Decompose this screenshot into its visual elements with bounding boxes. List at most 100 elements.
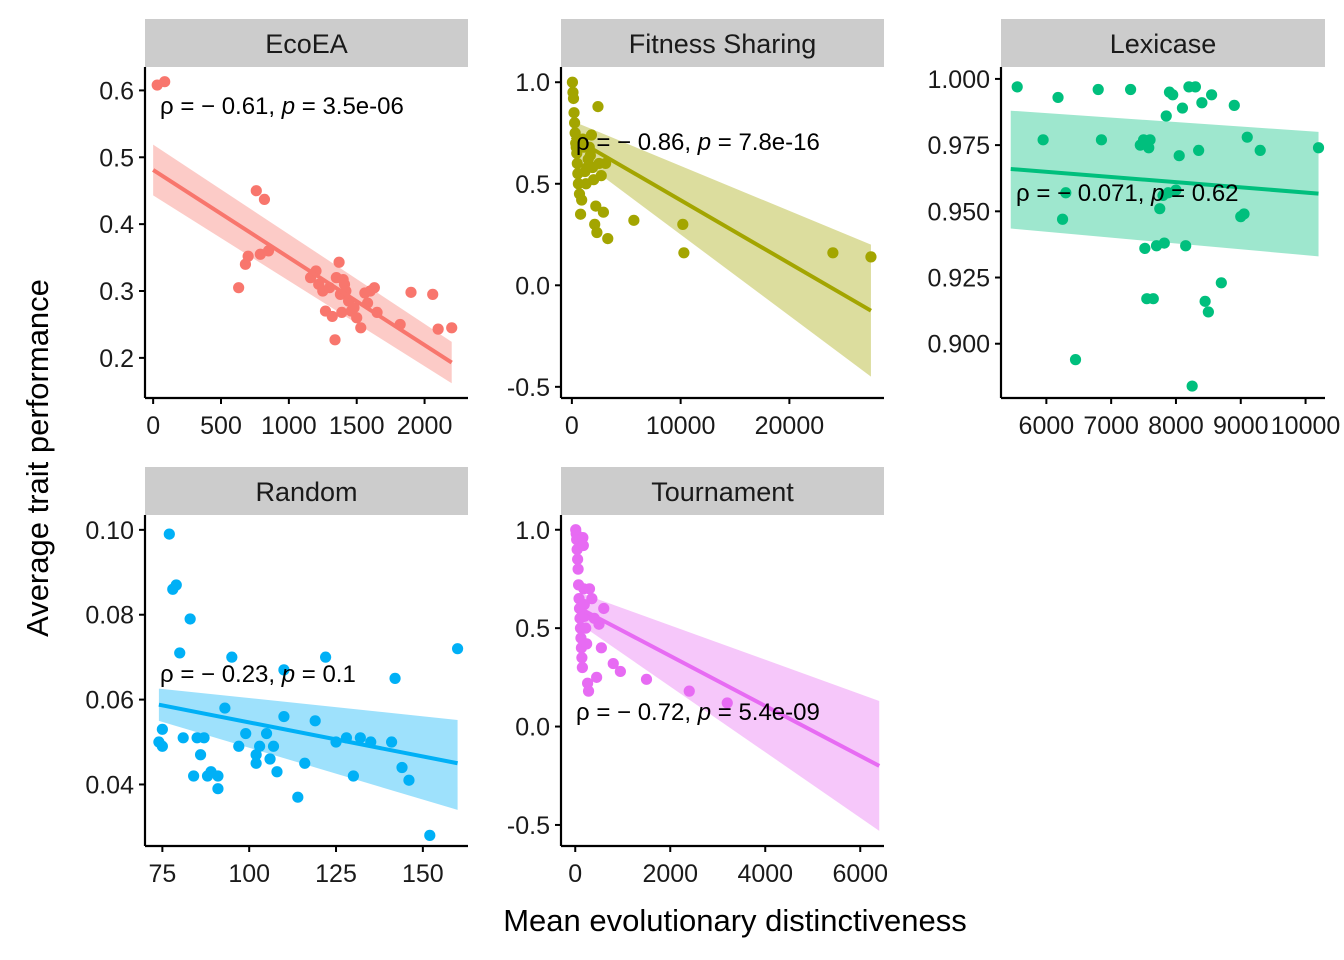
y-tick-label: 0.900 [927,331,990,359]
data-point [1154,203,1166,215]
data-point [1241,131,1253,143]
data-point [1206,89,1218,101]
data-point [292,791,304,803]
x-tick-label: 75 [148,860,176,888]
data-point [250,185,262,197]
data-point [264,753,276,765]
data-point [396,761,408,774]
data-point [585,129,598,141]
y-tick-label: 0.950 [927,198,990,226]
regression-line [152,168,453,365]
data-point [576,652,588,664]
y-tick-label: 0.10 [85,517,134,545]
data-point [865,251,877,263]
y-tick-label: -0.5 [507,812,550,840]
data-point [326,310,338,323]
data-point [1144,134,1156,146]
data-point [424,829,436,841]
data-point [1011,81,1023,93]
data-point [385,736,398,748]
data-point [188,770,200,782]
data-point [267,740,280,752]
facet-strip [145,19,468,67]
y-tick-label: 1.000 [927,66,990,94]
data-point [233,740,245,752]
data-point [432,323,444,335]
data-point [389,672,401,684]
data-point [595,642,607,654]
facet-strip [561,467,884,515]
x-tick-label: 500 [200,412,242,440]
data-point [156,723,168,735]
y-tick-label: 0.4 [99,211,134,239]
data-point [226,651,238,663]
y-tick-label: 0.5 [515,615,550,643]
correlation-annotation: ρ = − 0.23, p = 0.1 [160,661,356,688]
data-point [586,593,598,605]
data-point [827,247,839,259]
y-axis-title: Average trait performance [20,279,55,637]
y-tick-label: 0.975 [927,132,990,160]
data-point [640,673,653,685]
data-point [299,757,311,769]
x-tick-label: 6000 [832,860,888,888]
facet-strip-label: Tournament [651,477,794,507]
data-point [177,732,189,744]
facet-strip-label: EcoEA [265,29,348,59]
data-point [212,783,224,795]
data-point [260,727,273,740]
data-point [233,282,245,294]
x-tick-label: 0 [565,412,579,440]
x-tick-label: 8000 [1148,412,1204,440]
data-point [354,732,366,744]
x-tick-label: 4000 [737,860,793,888]
data-point [721,697,733,709]
data-point [333,256,345,268]
data-point [591,226,603,239]
data-point [1193,144,1205,157]
data-point [194,749,207,761]
data-point [1139,242,1151,254]
data-point [1147,293,1159,305]
facet-strip-label: Lexicase [1110,29,1217,59]
x-axis-title: Mean evolutionary distinctiveness [503,903,967,938]
correlation-annotation: ρ = − 0.72, p = 5.4e-09 [576,699,820,726]
data-point [628,214,640,226]
data-point [571,157,583,170]
data-point [567,92,580,105]
data-point [591,671,603,683]
x-tick-label: 7000 [1083,412,1139,440]
data-point [598,602,610,615]
data-point [355,322,367,334]
data-point [219,702,231,714]
data-point [592,100,604,113]
data-point [329,334,341,346]
data-point [1202,306,1214,318]
data-point [568,107,580,119]
data-point [1069,354,1082,366]
confidence-band [580,592,880,831]
correlation-annotation: ρ = − 0.86, p = 7.8e-16 [576,129,820,156]
x-tick-label: 10000 [646,412,716,440]
data-point [1173,150,1185,162]
regression-line [1010,166,1319,196]
data-point [1170,184,1182,196]
data-point [278,710,290,723]
x-tick-label: 20000 [755,412,825,440]
data-point [254,740,266,752]
regression-line [158,702,458,766]
data-point [250,757,262,769]
data-point [597,206,610,218]
data-point [336,306,348,319]
x-tick-label: 150 [402,860,444,888]
confidence-band [158,688,458,810]
data-point [427,288,439,300]
panel-random: Random ρ = − 0.23, p = 0.1 0.04 0.06 0.08 0.1… [85,467,468,888]
data-point [1095,134,1108,146]
data-point [1312,142,1325,154]
x-tick-label: 100 [228,860,270,888]
x-tick-label: 1000 [261,412,317,440]
facet-strip [145,467,468,515]
x-tick-label: 9000 [1213,412,1269,440]
